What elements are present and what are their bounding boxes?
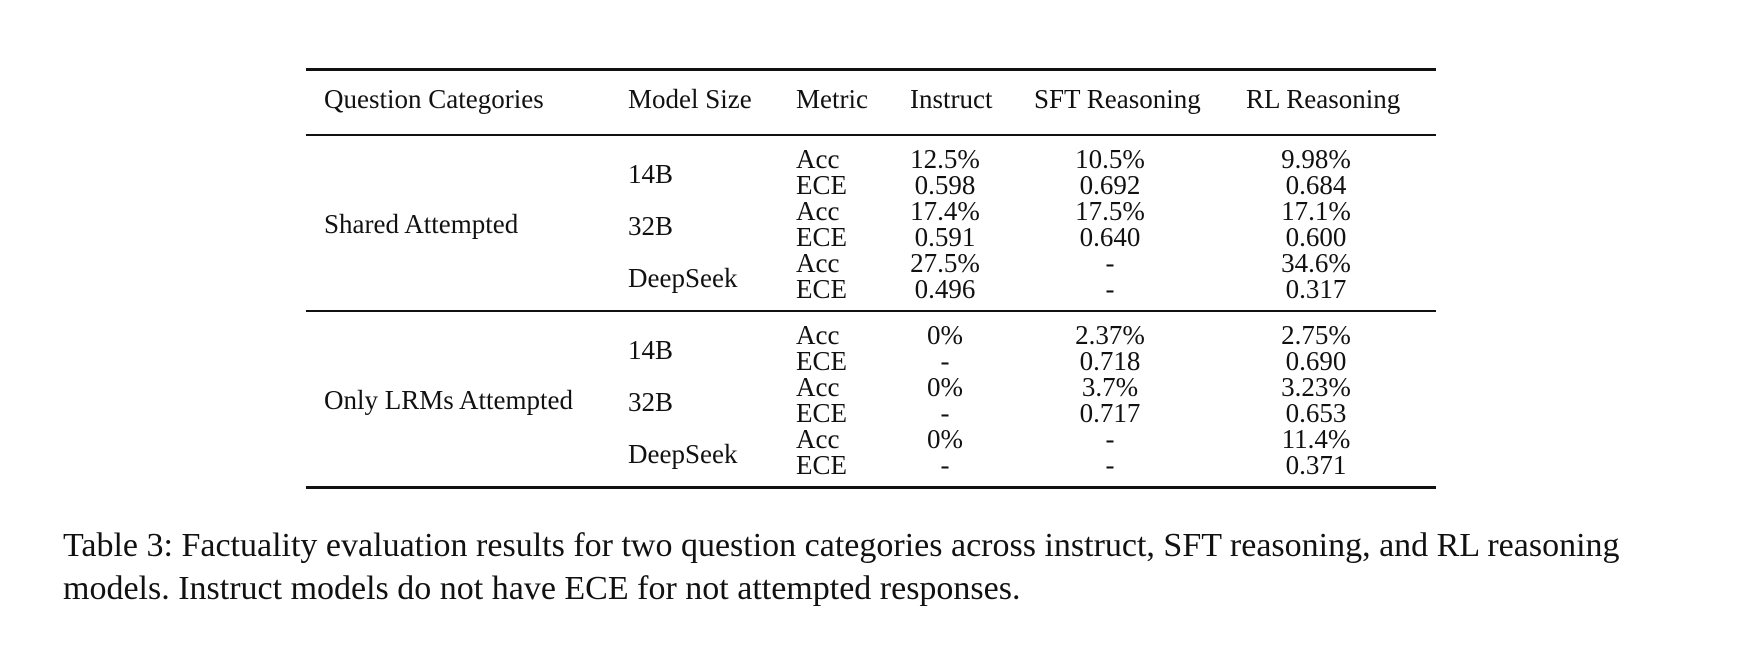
table-caption: Table 3: Factuality evaluation results f… [63,527,1620,607]
instruct-value-cell: 0.591 [914,222,976,252]
question-category-label: Only LRMs Attempted [324,385,573,415]
sft-reasoning-value-cell: - [1105,450,1115,480]
header-sft-reasoning: SFT Reasoning [1034,84,1201,114]
rl-reasoning-value-cell: 0.690 [1285,346,1347,376]
sft-reasoning-value-cell: 2.37% [1075,320,1145,350]
header-question-categories: Question Categories [324,84,544,114]
metric-cell: ECE [796,346,847,376]
rl-reasoning-value-cell: 0.371 [1285,450,1347,480]
table-top-rule [306,68,1436,71]
instruct-value-cell: - [940,398,950,428]
rl-reasoning-value-cell: 3.23% [1281,372,1351,402]
model-size-label: 32B [628,211,674,241]
sft-reasoning-value-cell: - [1105,248,1115,278]
sft-reasoning-value-cell: 0.718 [1079,346,1141,376]
sft-reasoning-value-cell: 10.5% [1075,144,1145,174]
sft-reasoning-value-cell: 17.5% [1075,196,1145,226]
model-size-label: 14B [628,335,674,365]
rl-reasoning-value-cell: 0.317 [1285,274,1347,304]
sft-reasoning-value-cell: - [1105,424,1115,454]
metric-cell: ECE [796,222,847,252]
metric-cell: Acc [796,320,840,350]
metric-cell: Acc [796,248,840,278]
rl-reasoning-value-cell: 2.75% [1281,320,1351,350]
sft-reasoning-value-cell: 0.640 [1079,222,1141,252]
rl-reasoning-value-cell: 17.1% [1281,196,1351,226]
metric-cell: Acc [796,372,840,402]
rl-reasoning-value-cell: 0.653 [1285,398,1347,428]
header-metric: Metric [796,84,868,114]
instruct-value-cell: 0.496 [914,274,976,304]
rl-reasoning-value-cell: 0.684 [1285,170,1347,200]
rl-reasoning-value-cell: 9.98% [1281,144,1351,174]
instruct-value-cell: 12.5% [910,144,980,174]
metric-cell: ECE [796,450,847,480]
instruct-value-cell: 17.4% [910,196,980,226]
instruct-value-cell: - [940,346,950,376]
metric-cell: Acc [796,144,840,174]
metric-cell: ECE [796,398,847,428]
group-divider-rule [306,310,1436,312]
metric-cell: ECE [796,274,847,304]
header-rule [306,134,1436,136]
instruct-value-cell: 27.5% [910,248,980,278]
instruct-value-cell: - [940,450,950,480]
rl-reasoning-value-cell: 0.600 [1285,222,1347,252]
model-size-label: DeepSeek [628,263,738,293]
rl-reasoning-value-cell: 11.4% [1281,424,1351,454]
sft-reasoning-value-cell: - [1105,274,1115,304]
metric-cell: ECE [796,170,847,200]
metric-cell: Acc [796,196,840,226]
instruct-value-cell: 0% [927,372,963,402]
instruct-value-cell: 0% [927,424,963,454]
model-size-label: DeepSeek [628,439,738,469]
header-model-size: Model Size [628,84,752,114]
metric-cell: Acc [796,424,840,454]
instruct-value-cell: 0.598 [914,170,976,200]
sft-reasoning-value-cell: 0.692 [1079,170,1141,200]
table-bottom-rule [306,486,1436,489]
sft-reasoning-value-cell: 0.717 [1079,398,1141,428]
header-rl-reasoning: RL Reasoning [1246,84,1401,114]
question-category-label: Shared Attempted [324,209,519,239]
model-size-label: 14B [628,159,674,189]
rl-reasoning-value-cell: 34.6% [1281,248,1351,278]
model-size-label: 32B [628,387,674,417]
instruct-value-cell: 0% [927,320,963,350]
sft-reasoning-value-cell: 3.7% [1081,372,1139,402]
header-instruct: Instruct [910,84,993,114]
